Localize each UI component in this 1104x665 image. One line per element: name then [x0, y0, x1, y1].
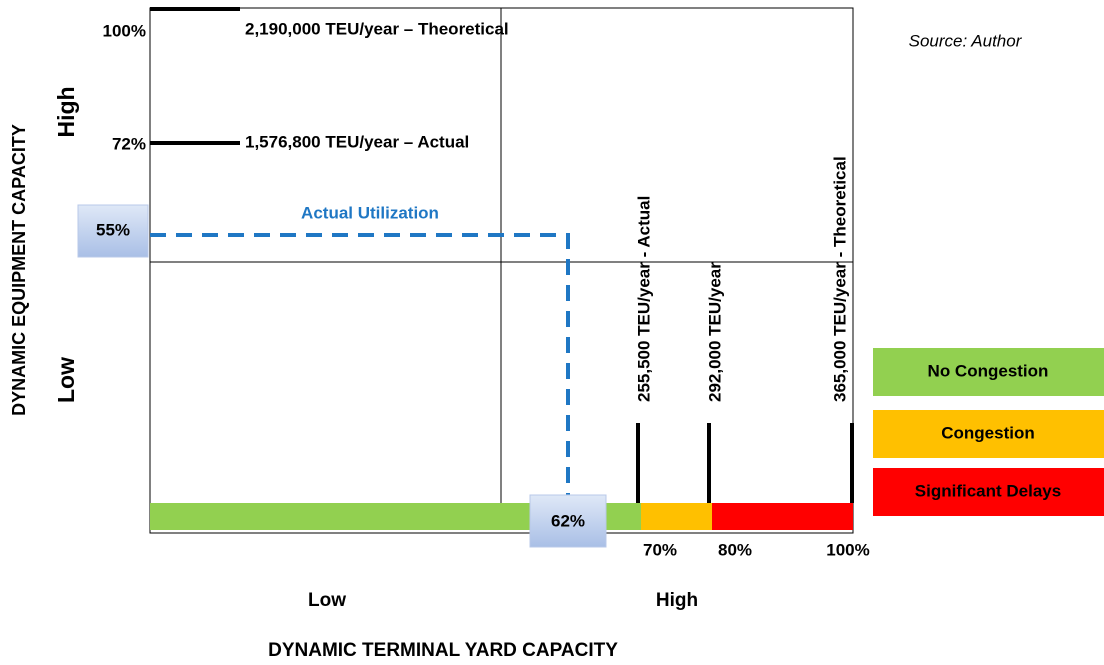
legend-label: Congestion: [941, 423, 1035, 442]
utilization-line: [150, 233, 570, 497]
level-percent: 72%: [112, 134, 146, 153]
x-low: Low: [308, 590, 346, 611]
threshold-percent: 70%: [643, 540, 677, 559]
equipment-utilization: 55%: [96, 220, 130, 239]
source: Source: Author: [909, 31, 1023, 50]
legend-label: No Congestion: [928, 361, 1049, 380]
threshold-percent: 100%: [826, 540, 869, 559]
level-percent: 100%: [103, 21, 146, 40]
x-title: DYNAMIC TERMINAL YARD CAPACITY: [268, 640, 618, 661]
threshold-label: 255,500 TEU/year - Actual: [634, 196, 653, 402]
bar-red: [712, 503, 853, 530]
legend-swatch: [873, 410, 1104, 458]
y-title: DYNAMIC EQUIPMENT CAPACITY: [9, 124, 29, 416]
bar-orange: [641, 503, 712, 530]
legend-label: Significant Delays: [915, 481, 1061, 500]
x-high: High: [656, 590, 698, 611]
y-low: Low: [53, 357, 79, 403]
legend-swatch: [873, 348, 1104, 396]
level-label: 1,576,800 TEU/year – Actual: [245, 132, 469, 151]
level-label: 2,190,000 TEU/year – Theoretical: [245, 19, 509, 38]
utilization-label: Actual Utilization: [301, 203, 439, 222]
legend-swatch: [873, 468, 1104, 516]
threshold-percent: 80%: [718, 540, 752, 559]
threshold-label: 292,000 TEU/year: [705, 262, 724, 402]
box-62: [529, 494, 607, 548]
yard-utilization: 62%: [551, 511, 585, 530]
y-high: High: [53, 86, 79, 137]
threshold-label: 365,000 TEU/year - Theoretical: [830, 156, 849, 402]
box-55: [77, 204, 149, 258]
